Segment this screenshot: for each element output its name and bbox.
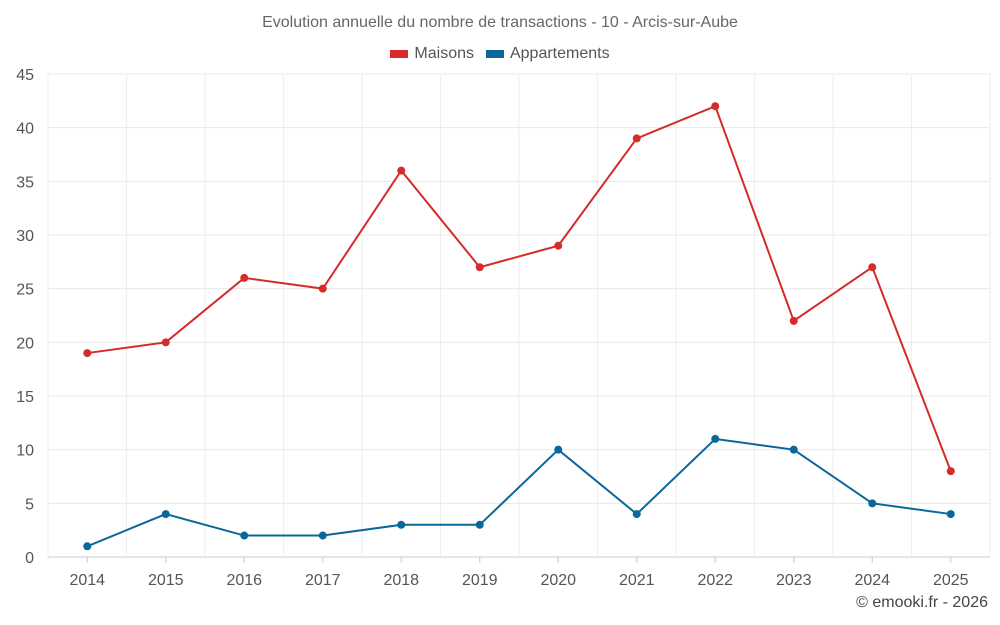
credit-text: © emooki.fr - 2026	[856, 594, 988, 611]
y-tick-label: 5	[25, 496, 34, 513]
data-point-maisons[interactable]	[554, 241, 563, 250]
data-point-appartements[interactable]	[554, 445, 563, 454]
data-point-maisons[interactable]	[789, 316, 798, 325]
y-tick-label: 30	[16, 228, 34, 245]
y-tick-label: 0	[25, 550, 34, 567]
data-point-appartements[interactable]	[475, 520, 484, 529]
x-tick-label: 2025	[933, 572, 969, 589]
data-point-appartements[interactable]	[946, 510, 955, 519]
data-point-appartements[interactable]	[318, 531, 327, 540]
y-tick-label: 15	[16, 389, 34, 406]
x-tick-label: 2020	[540, 572, 576, 589]
y-tick-label: 10	[16, 443, 34, 460]
x-tick-label: 2023	[776, 572, 812, 589]
y-tick-label: 35	[16, 174, 34, 191]
data-point-appartements[interactable]	[83, 542, 92, 551]
data-point-appartements[interactable]	[161, 510, 170, 519]
legend-label-maisons: Maisons	[414, 45, 474, 62]
x-tick-label: 2022	[697, 572, 733, 589]
data-point-maisons[interactable]	[475, 263, 484, 272]
legend-swatch-appartements	[485, 50, 504, 58]
series-line-appartements	[86, 437, 951, 548]
y-tick-label: 40	[16, 121, 34, 138]
grid-lines	[47, 73, 991, 558]
x-tick-label: 2021	[619, 572, 655, 589]
x-tick-label: 2015	[148, 572, 184, 589]
x-tick-label: 2018	[383, 572, 419, 589]
data-point-appartements[interactable]	[632, 510, 641, 519]
data-point-maisons[interactable]	[161, 338, 170, 347]
series-line-maisons	[87, 104, 952, 472]
data-point-appartements[interactable]	[711, 434, 720, 443]
data-point-appartements[interactable]	[789, 445, 798, 454]
y-tick-label: 45	[16, 67, 34, 84]
y-tick-label: 20	[16, 335, 34, 352]
x-tick-label: 2016	[226, 572, 262, 589]
data-point-maisons[interactable]	[946, 467, 955, 476]
data-point-maisons[interactable]	[711, 102, 720, 111]
data-point-appartements[interactable]	[240, 531, 249, 540]
data-point-maisons[interactable]	[318, 284, 327, 293]
data-point-maisons[interactable]	[83, 349, 92, 358]
chart-legend: Maisons Appartements	[0, 45, 1000, 63]
x-tick-label: 2024	[854, 572, 890, 589]
y-tick-label: 25	[16, 282, 34, 299]
x-tick-label: 2017	[305, 572, 341, 589]
data-point-appartements[interactable]	[397, 520, 406, 529]
x-tick-label: 2019	[462, 572, 498, 589]
data-point-maisons[interactable]	[240, 273, 249, 282]
chart-title: Evolution annuelle du nombre de transact…	[262, 14, 738, 31]
legend-label-appartements: Appartements	[509, 45, 610, 62]
data-point-maisons[interactable]	[868, 263, 877, 272]
data-point-maisons[interactable]	[632, 134, 641, 143]
legend-item-appartements[interactable]: Appartements	[485, 45, 610, 63]
x-tick-label: 2014	[69, 572, 105, 589]
legend-swatch-maisons	[390, 50, 409, 58]
series-group	[83, 102, 955, 551]
data-point-maisons[interactable]	[397, 166, 406, 175]
legend-item-maisons[interactable]: Maisons	[390, 45, 474, 63]
data-point-appartements[interactable]	[868, 499, 877, 508]
